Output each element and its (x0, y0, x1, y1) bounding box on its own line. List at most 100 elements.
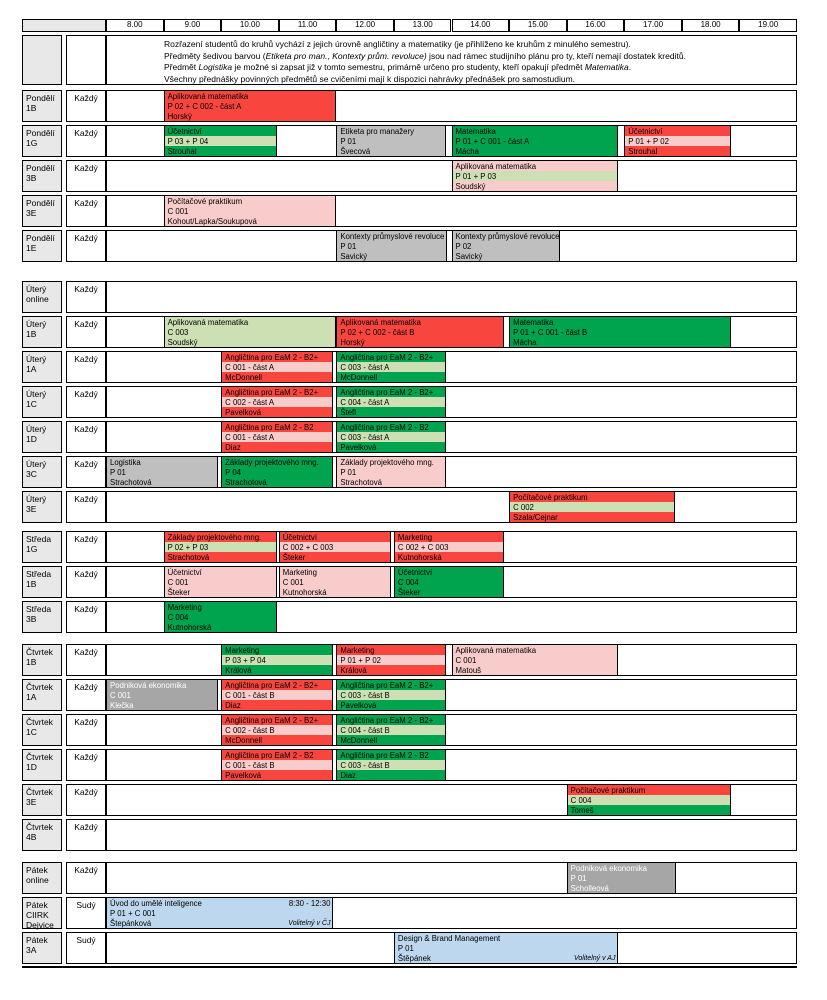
class-block[interactable]: Aplikovaná matematika C 003 Soudský (163, 316, 337, 348)
day-cell[interactable]: Čtvrtek 3E (22, 784, 62, 816)
class-block[interactable]: Matematika P 01 + C 001 - část B Mácha (509, 316, 731, 348)
frequency-cell[interactable]: Každý (66, 230, 106, 262)
class-block[interactable]: Angličtina pro EaM 2 - B2+ C 003 - část B… (336, 679, 446, 711)
frequency-cell[interactable]: Každý (66, 749, 106, 781)
class-block[interactable]: Základy projektového mng. P 02 + P 03 Stra… (163, 531, 278, 563)
frequency-cell[interactable]: Každý (66, 421, 106, 453)
day-cell[interactable]: Čtvrtek 1B (22, 644, 62, 676)
frequency-cell[interactable]: Každý (66, 784, 106, 816)
day-cell[interactable]: Úterý 1B (22, 316, 62, 348)
class-block[interactable]: Angličtina pro EaM 2 - B2+ C 001 - část B… (221, 679, 334, 711)
time-header-cell[interactable]: 19.00 (739, 19, 797, 32)
class-block[interactable]: Základy projektového mng. P 01 Strachotová (336, 456, 446, 488)
class-block[interactable]: Matematika P 01 + C 001 - část A Mácha (451, 125, 619, 157)
day-cell[interactable]: Pátek online (22, 862, 62, 894)
row-grid[interactable] (106, 749, 797, 781)
class-block[interactable]: Úvod do umělé inteligence 8:30 - 12:30 P 0… (106, 897, 334, 929)
class-block[interactable]: Počítačové praktikum C 004 Tomeš (566, 784, 731, 816)
day-cell[interactable]: Úterý online (22, 281, 62, 313)
class-block[interactable]: Účetnictví P 03 + P 04 Strouhal (163, 125, 278, 157)
class-block[interactable]: Účetnictví P 01 + P 02 Strouhal (624, 125, 731, 157)
frequency-cell[interactable]: Každý (66, 644, 106, 676)
day-cell[interactable]: Pátek CIIRK Dejvice (22, 897, 62, 930)
class-block[interactable]: Účetnictví C 001 Šteker (163, 566, 278, 598)
class-block[interactable]: Angličtina pro EaM 2 - B2+ C 002 - část B… (221, 714, 334, 746)
frequency-cell[interactable]: Každý (66, 456, 106, 488)
day-cell[interactable]: Úterý 1D (22, 421, 62, 453)
frequency-cell[interactable]: Každý (66, 491, 106, 523)
time-header-cell[interactable]: 12.00 (336, 19, 394, 32)
class-block[interactable]: Marketing C 002 + C 003 Kutnohorská (393, 531, 505, 563)
class-block[interactable]: Počítačové praktikum C 001 Kohout/Lapka/So… (163, 195, 337, 227)
class-block[interactable]: Angličtina pro EaM 2 - B2+ C 004 - část B… (336, 714, 446, 746)
day-cell[interactable]: Úterý 3E (22, 491, 62, 523)
day-cell[interactable]: Středa 3B (22, 601, 62, 633)
day-cell[interactable]: Pondělí 1B (22, 90, 62, 122)
frequency-cell[interactable]: Každý (66, 281, 106, 313)
class-block[interactable]: Design & Brand Management P 01 Štěpánek Vol… (393, 932, 619, 964)
class-block[interactable]: Marketing P 03 + P 04 Králová (221, 644, 334, 676)
frequency-cell[interactable]: Každý (66, 566, 106, 598)
day-cell[interactable]: Pátek 3A (22, 932, 62, 964)
time-header-cell[interactable]: 10.00 (221, 19, 279, 32)
row-grid[interactable] (106, 819, 797, 851)
class-block[interactable]: Aplikovaná matematika C 001 Matouš (451, 644, 619, 676)
class-block[interactable]: Účetnictví C 002 + C 003 Šteker (278, 531, 392, 563)
day-cell[interactable]: Úterý 1C (22, 386, 62, 418)
frequency-cell[interactable]: Sudý (66, 897, 106, 929)
frequency-cell[interactable]: Každý (66, 160, 106, 192)
row-grid[interactable] (106, 351, 797, 383)
frequency-cell[interactable]: Každý (66, 819, 106, 851)
class-block[interactable]: Angličtina pro EaM 2 - B2+ C 001 - část A… (221, 351, 334, 383)
day-cell[interactable]: Pondělí 3E (22, 195, 62, 227)
day-cell[interactable]: Středa 1G (22, 531, 62, 563)
class-block[interactable]: Kontexty průmyslové revoluce P 02 Savický (451, 230, 560, 262)
time-header-cell[interactable]: 14.00 (451, 19, 510, 32)
class-block[interactable]: Počítačové praktikum C 002 Szala/Cejnar (509, 491, 675, 523)
frequency-cell[interactable]: Každý (66, 601, 106, 633)
frequency-cell[interactable]: Každý (66, 679, 106, 711)
row-grid[interactable] (106, 862, 797, 894)
class-block[interactable]: Základy projektového mng. P 04 Strachotová (221, 456, 334, 488)
frequency-cell[interactable]: Každý (66, 714, 106, 746)
row-grid[interactable] (106, 491, 797, 523)
day-cell[interactable]: Úterý 1A (22, 351, 62, 383)
class-block[interactable]: Angličtina pro EaM 2 - B2+ C 004 - část A… (336, 386, 446, 418)
frequency-cell[interactable]: Každý (66, 90, 106, 122)
time-header-cell[interactable]: 18.00 (681, 19, 740, 32)
time-header-cell[interactable]: 17.00 (624, 19, 682, 32)
day-cell[interactable]: Čtvrtek 4B (22, 819, 62, 851)
frequency-cell[interactable]: Každý (66, 531, 106, 563)
class-block[interactable]: Aplikovaná matematika P 01 + P 03 Soudský (451, 160, 619, 192)
class-block[interactable]: Podniková ekonomika P 01 Scholleová (566, 862, 677, 894)
class-block[interactable]: Marketing C 004 Kutnohorská (163, 601, 278, 633)
day-cell[interactable]: Pondělí 3B (22, 160, 62, 192)
class-block[interactable]: Aplikovaná matematika P 02 + C 002 - část… (336, 316, 505, 348)
class-block[interactable]: Angličtina pro EaM 2 - B2+ C 002 - část A… (221, 386, 334, 418)
row-grid[interactable] (106, 714, 797, 746)
frequency-cell[interactable]: Každý (66, 351, 106, 383)
class-block[interactable]: Angličtina pro EaM 2 - B2+ C 003 - část A… (336, 351, 446, 383)
frequency-cell[interactable]: Každý (66, 125, 106, 157)
header-corner-cell[interactable] (22, 19, 106, 32)
class-block[interactable]: Podniková ekonomika C 001 Klečka (106, 679, 219, 711)
class-block[interactable]: Účetnictví C 004 Šteker (393, 566, 505, 598)
day-cell[interactable]: Středa 1B (22, 566, 62, 598)
time-header-cell[interactable]: 8.00 (106, 19, 164, 32)
time-header-cell[interactable]: 9.00 (163, 19, 222, 32)
class-block[interactable]: Etiketa pro manažery P 01 Švecová (336, 125, 446, 157)
notes-freq-cell[interactable] (66, 35, 106, 85)
day-cell[interactable]: Pondělí 1G (22, 125, 62, 157)
row-grid[interactable] (106, 281, 797, 313)
time-header-cell[interactable]: 15.00 (509, 19, 567, 32)
class-block[interactable]: Marketing C 001 Kutnohorská (278, 566, 392, 598)
notes-day-cell[interactable] (22, 35, 62, 85)
frequency-cell[interactable]: Každý (66, 386, 106, 418)
time-header-cell[interactable]: 11.00 (278, 19, 337, 32)
class-block[interactable]: Logistika P 01 Strachotová (106, 456, 219, 488)
day-cell[interactable]: Pondělí 1E (22, 230, 62, 262)
day-cell[interactable]: Čtvrtek 1A (22, 679, 62, 711)
